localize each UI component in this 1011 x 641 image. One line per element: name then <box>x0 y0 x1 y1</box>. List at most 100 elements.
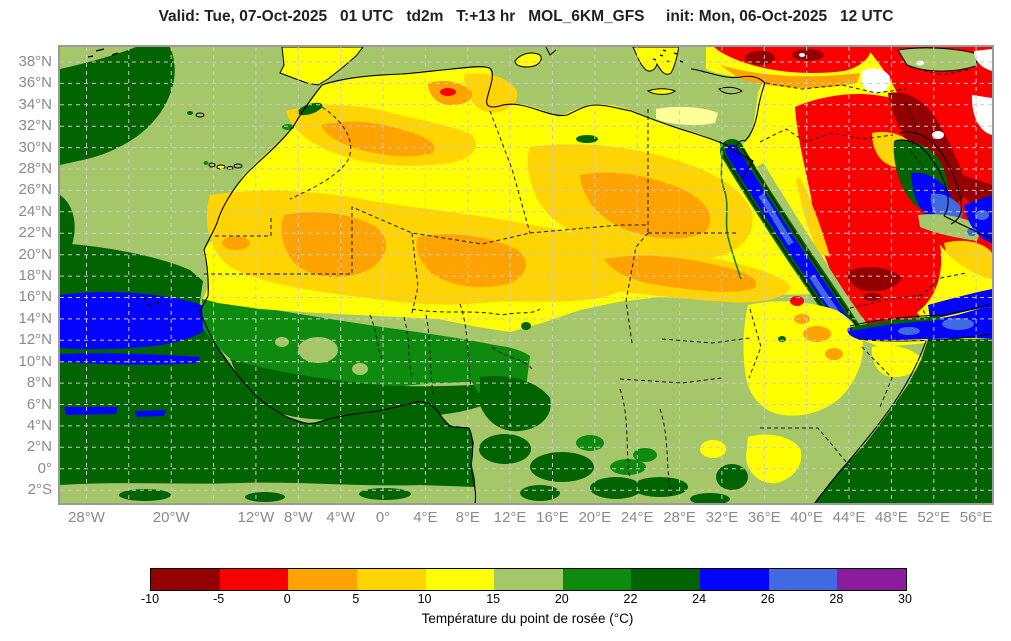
colorbar-segment <box>151 569 220 590</box>
lat-tick-label: 6°N <box>26 395 52 413</box>
lat-tick-label: 0° <box>37 459 52 477</box>
lat-tick-label: 34°N <box>18 95 52 113</box>
lat-tick-label: 14°N <box>18 309 52 327</box>
lat-tick-label: 8°N <box>26 374 52 392</box>
atlantic-darkgreen-nw <box>60 47 175 165</box>
lake-tana <box>778 336 786 342</box>
atlantic-blue-patch <box>60 292 212 350</box>
colorbar <box>150 568 907 591</box>
congo-darkgreen-1 <box>479 434 531 464</box>
map-frame <box>58 45 994 505</box>
gulf-coast-arab <box>894 139 949 217</box>
kenya-yellow <box>746 434 802 484</box>
ivory-olive-pocket <box>298 337 338 363</box>
sinai-coast <box>734 150 754 180</box>
crete <box>646 88 677 95</box>
lat-tick-label: 26°N <box>18 181 52 199</box>
atlas-green <box>297 102 323 116</box>
colorbar-tick-label: 5 <box>352 592 360 606</box>
somalia-yellow <box>871 345 922 377</box>
lat-tick-label: 2°N <box>26 438 52 456</box>
lat-tick-label: 4°N <box>26 416 52 434</box>
lat-tick-label: 10°N <box>18 352 52 370</box>
hejaz-olive-strip <box>756 162 870 332</box>
colorbar-tick-label: 0 <box>283 592 291 606</box>
congo-darkgreen-2 <box>530 452 594 482</box>
colorbar-tick-label: 10 <box>417 592 432 606</box>
somali-coast <box>814 340 927 503</box>
congo-darkgreen-3 <box>590 477 642 499</box>
lon-tick-label: 8°W <box>284 509 313 526</box>
colorbar-segment <box>837 569 907 590</box>
lat-tick-label: 30°N <box>18 138 52 156</box>
lon-tick-label: 40°E <box>790 509 823 526</box>
middle-east-layer <box>706 47 992 347</box>
orange-mali <box>281 212 386 278</box>
white-patch-1 <box>860 68 891 94</box>
ethiopia-yellow <box>743 301 864 416</box>
lon-tick-label: 16°E <box>536 509 569 526</box>
colorbar-caption: Température du point de rosée (°C) <box>421 611 634 626</box>
lon-tick-label: 44°E <box>832 509 866 526</box>
colorbar-ticks: -10 -5 0 5 10 15 20 22 24 26 28 30 <box>141 592 912 608</box>
white-patch-2 <box>971 95 992 135</box>
lat-tick-label: 36°N <box>18 74 52 92</box>
lon-tick-label: 28°W <box>68 509 105 526</box>
colorbar-segment <box>700 569 769 590</box>
lon-tick-label: 36°E <box>747 509 781 526</box>
iberia <box>279 47 364 86</box>
sahel-green-band <box>202 299 508 389</box>
arabia-darkred <box>847 267 902 292</box>
colorbar-tick-label: -5 <box>213 592 225 606</box>
cyprus <box>718 86 743 95</box>
colorbar-tick-label: -10 <box>140 592 160 606</box>
lon-tick-label: 4°W <box>326 509 355 526</box>
indian-ocean-darkgreen <box>814 339 992 503</box>
north-africa-coast <box>321 66 766 152</box>
sicily <box>514 52 542 68</box>
horn-layer <box>521 289 992 503</box>
aden-north-coast <box>849 303 991 327</box>
colorbar-tick-label: 26 <box>760 592 775 606</box>
madeira <box>195 112 205 118</box>
colorbar-segment <box>494 569 563 590</box>
uae-oman-coast <box>943 215 992 241</box>
lat-tick-label: 38°N <box>18 52 52 70</box>
colorbar-segment <box>288 569 357 590</box>
med-paleyellow-patch <box>656 106 718 126</box>
colorbar-tick-label: 20 <box>554 592 569 606</box>
atlantic-layer <box>60 47 476 503</box>
lat-tick-label: 32°N <box>18 117 52 135</box>
west-africa-coast <box>199 84 477 503</box>
lon-tick-label: 4°E <box>413 509 438 526</box>
white-patch-corner <box>974 49 992 71</box>
lon-tick-label: 8°E <box>455 509 480 526</box>
colorbar-tick-label: 28 <box>829 592 844 606</box>
nile-river <box>719 140 742 280</box>
lat-tick-label: 2°S <box>27 481 52 499</box>
atlantic-blue-streak-2 <box>64 407 166 417</box>
calabria <box>545 47 557 56</box>
lat-tick-label: 18°N <box>18 267 52 285</box>
colorbar-segment <box>631 569 701 590</box>
colorbar-segment <box>356 569 426 590</box>
colorbar-segment <box>425 569 495 590</box>
lake-chad <box>521 322 531 330</box>
congo-layer <box>60 434 657 503</box>
lat-tick-label: 24°N <box>18 202 52 220</box>
greece <box>632 47 680 75</box>
lon-tick-label: 32°E <box>705 509 739 526</box>
libya-coast-green <box>576 135 598 143</box>
lat-tick-label: 28°N <box>18 160 52 178</box>
zagros-darkred <box>888 92 969 204</box>
colorbar-tick-label: 30 <box>898 592 912 606</box>
lon-tick-label: 24°E <box>620 509 654 526</box>
mediterranean-layer <box>87 47 743 170</box>
lon-tick-label: 12°W <box>237 509 275 526</box>
colorbar-tick-label: 22 <box>623 592 638 606</box>
orange-libya <box>580 172 711 239</box>
lon-tick-label: 48°E <box>875 509 908 526</box>
lon-tick-label: 0° <box>375 509 391 526</box>
hejaz-gold <box>796 177 830 257</box>
orange-mauritania <box>222 236 250 250</box>
